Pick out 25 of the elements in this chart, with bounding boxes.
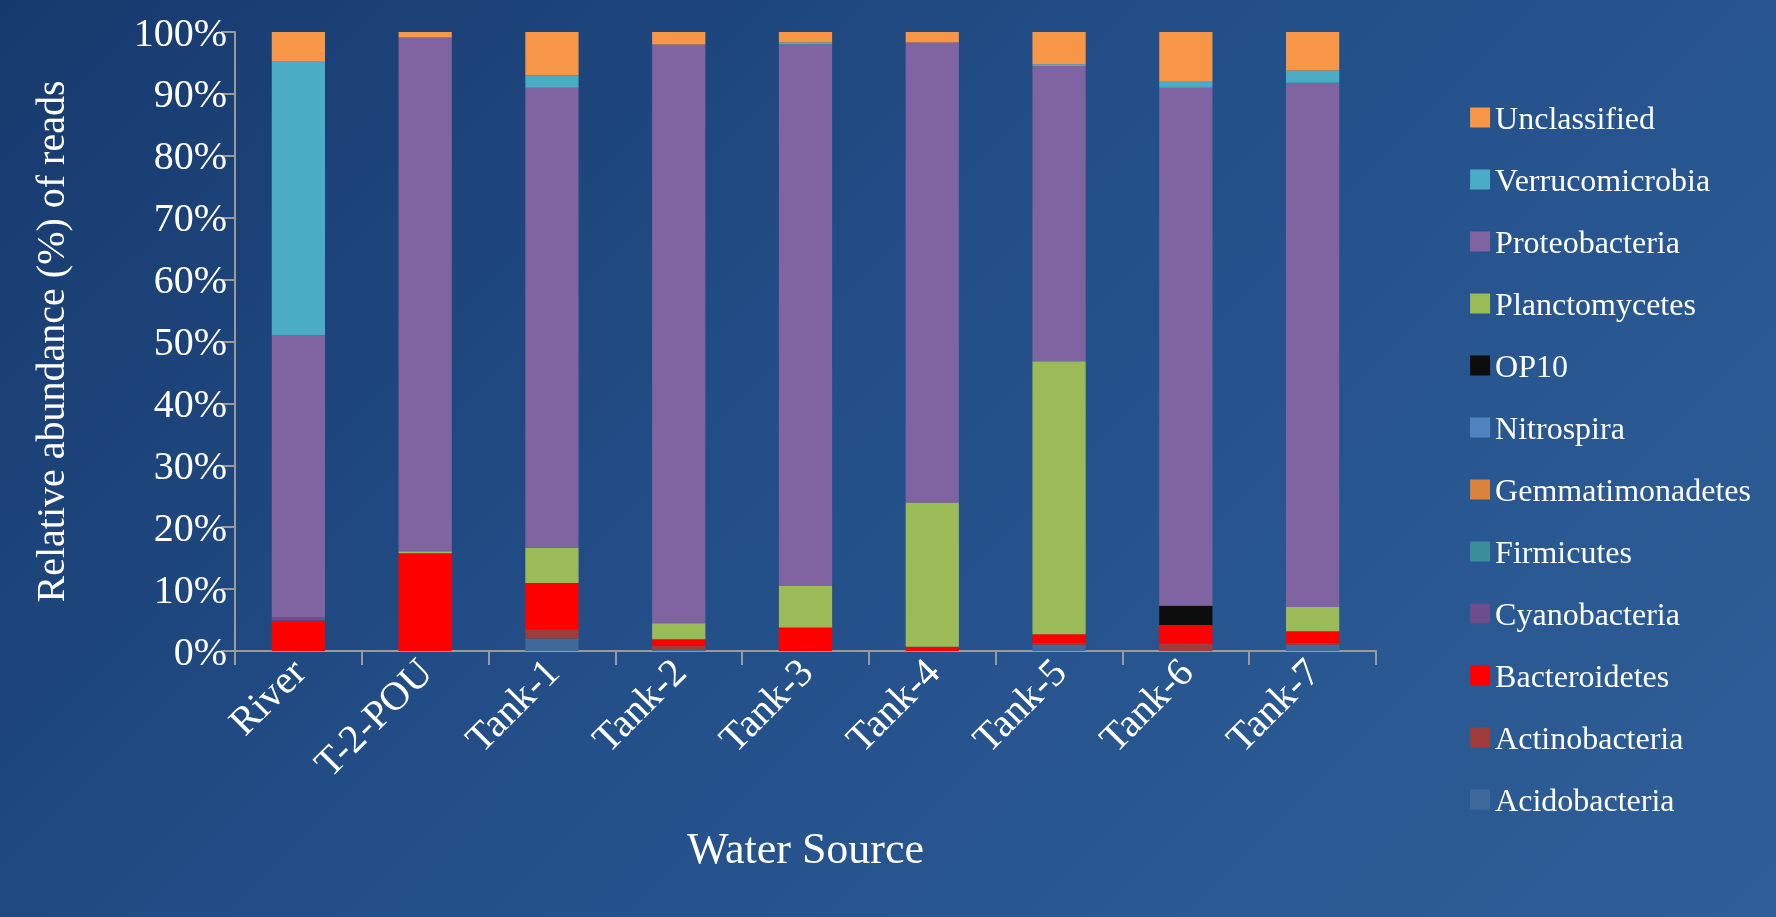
y-tick-label: 90%: [153, 71, 227, 117]
y-axis-title: Relative abundance (%) of reads: [27, 80, 73, 603]
y-tick-label: 10%: [153, 566, 227, 612]
legend-label: OP10: [1495, 347, 1568, 384]
legend-label: Verrucomicrobia: [1495, 161, 1711, 198]
y-tick-label: 70%: [153, 195, 227, 241]
legend-label: Nitrospira: [1495, 409, 1625, 446]
y-tick-label: 50%: [153, 319, 227, 364]
y-tick-label: 20%: [153, 504, 227, 550]
y-tick-label: 0%: [173, 628, 227, 674]
legend-label: Proteobacteria: [1495, 223, 1680, 260]
legend-label: Gemmatimonadetes: [1495, 471, 1751, 508]
y-tick-label: 40%: [153, 380, 227, 426]
y-tick-label: 30%: [153, 442, 227, 488]
legend-label: Bacteroidetes: [1495, 657, 1670, 694]
y-tick-label: 60%: [153, 257, 227, 303]
legend-label: Firmicutes: [1495, 533, 1632, 570]
x-axis-title: Water Source: [686, 823, 925, 873]
legend-label: Planctomycetes: [1495, 285, 1696, 322]
y-tick-label: 80%: [153, 133, 227, 179]
legend-label: Cyanobacteria: [1495, 595, 1680, 632]
legend-label: Acidobacteria: [1495, 781, 1675, 818]
y-tick-label: 100%: [133, 9, 227, 55]
legend-label: Actinobacteria: [1495, 719, 1684, 756]
legend-label: Unclassified: [1495, 99, 1656, 136]
